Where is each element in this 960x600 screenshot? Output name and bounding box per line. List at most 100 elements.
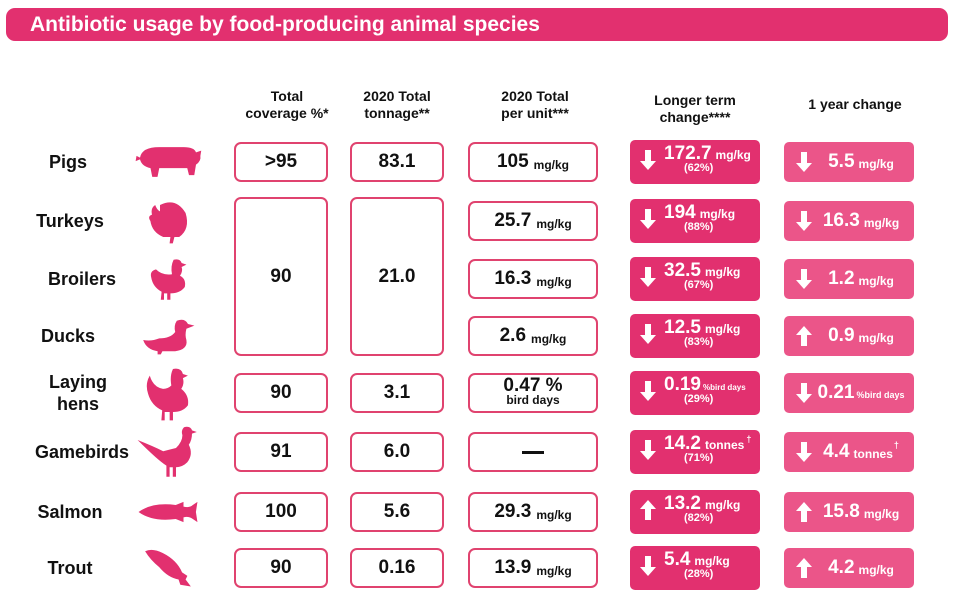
per-unit-value: 2.6 [499,325,527,346]
one-year-value-line: 5.5 mg/kg [784,142,914,182]
long-term-unit: mg/kg [694,554,730,568]
one-year-value-line: 0.21 %bird days [784,373,914,413]
header-tonnage: 2020 Total tonnage** [363,88,431,121]
one-year-value-line: 16.3 mg/kg [784,201,914,241]
per-unit-unit: mg/kg [536,563,572,578]
long-term-unit: mg/kg [699,207,736,221]
one-year-value: 5.5 [828,151,855,172]
long-term-value: 32.5 [664,260,701,281]
one-year-change-cell: 16.3 mg/kg [784,201,914,241]
per-unit-value: 13.9 [494,557,532,578]
tonnage-merged-cell: 21.0 [350,197,444,356]
tonnage-cell: 5.6 [350,492,444,532]
coverage-merged-cell: 90 [234,197,328,356]
one-year-unit: mg/kg [858,156,894,171]
arrow-down-icon [640,150,656,170]
one-year-change-cell: 1.2 mg/kg [784,259,914,299]
one-year-change-cell: 0.9 mg/kg [784,316,914,356]
pheasant-icon [136,424,200,480]
coverage-cell: 91 [234,432,328,472]
one-year-value: 16.3 [822,210,860,231]
long-term-value-line: 12.5 mg/kg [664,317,740,339]
one-year-change-cell: 5.5 mg/kg [784,142,914,182]
one-year-value-line: 4.4 tonnes † [784,432,914,472]
per-unit-value: 16.3 [494,268,532,289]
species-label: Salmon [37,502,103,522]
long-term-value-line: 32.5 mg/kg [664,260,740,282]
species-label: Broilers [47,269,117,289]
long-term-value: 194 [664,202,696,223]
one-year-unit: mg/kg [863,215,900,230]
long-term-percent: (62%) [684,162,714,174]
long-term-percent: (82%) [684,512,714,524]
per-unit-cell: 29.3 mg/kg [468,492,598,532]
coverage-cell: >95 [234,142,328,182]
species-label: Pigs [48,152,87,172]
arrow-up-icon [796,558,812,578]
one-year-value: 0.9 [828,325,855,346]
pig-icon [133,140,203,184]
species-label: Ducks [40,326,96,346]
one-year-change-cell: 15.8 mg/kg [784,492,914,532]
coverage-cell: 90 [234,548,328,588]
one-year-unit: mg/kg [858,330,894,345]
long-term-value-line: 172.7 mg/kg [664,143,751,165]
arrow-down-icon [796,269,812,289]
one-year-unit: mg/kg [858,273,894,288]
title-banner: Antibiotic usage by food-producing anima… [6,8,948,41]
header-long-term: Longer term change**** [654,92,736,125]
long-term-percent: (29%) [684,393,714,405]
chicken-icon [148,255,188,303]
long-term-value: 5.4 [664,549,691,570]
one-year-value-line: 0.9 mg/kg [784,316,914,356]
per-unit-cell: 105 mg/kg [468,142,598,182]
turkey-icon [144,196,192,246]
long-term-value: 12.5 [664,317,701,338]
long-term-value-line: 194 mg/kg [664,202,735,224]
dagger-mark: † [746,433,752,444]
long-term-change-cell: 194 mg/kg (88%) [630,199,760,243]
arrow-down-icon [796,383,812,403]
arrow-down-icon [640,267,656,287]
per-unit-unit: mg/kg [536,274,572,289]
one-year-value: 4.2 [828,557,855,578]
species-label: Trout [47,558,93,578]
per-unit-unit: mg/kg [536,216,572,231]
long-term-percent: (71%) [684,452,714,464]
long-term-unit: tonnes [704,438,745,452]
per-unit-value: 25.7 [494,210,532,231]
one-year-value: 0.21 [817,382,855,403]
long-term-value-line: 5.4 mg/kg [664,549,730,571]
hen-icon [143,364,193,422]
arrow-down-icon [640,556,656,576]
one-year-value-line: 4.2 mg/kg [784,548,914,588]
per-unit-cell: — [468,432,598,472]
coverage-cell: 90 [234,373,328,413]
long-term-percent: (88%) [684,221,714,233]
long-term-percent: (67%) [684,279,714,291]
species-label: Gamebirds [34,442,130,462]
long-term-change-cell: 5.4 mg/kg (28%) [630,546,760,590]
per-unit-cell: 16.3 mg/kg [468,259,598,299]
long-term-unit: mg/kg [715,148,751,162]
one-year-change-cell: 4.2 mg/kg [784,548,914,588]
per-unit-value: 0.47 % [503,375,563,396]
header-coverage: Total coverage %* [245,88,329,121]
coverage-cell: 100 [234,492,328,532]
long-term-percent: (83%) [684,336,714,348]
long-term-unit: %bird days [702,383,746,392]
per-unit-cell: 13.9 mg/kg [468,548,598,588]
species-label: Turkeys [36,211,104,231]
per-unit-cell: 25.7 mg/kg [468,201,598,241]
arrow-down-icon [796,442,812,462]
arrow-up-icon [796,326,812,346]
arrow-down-icon [796,211,812,231]
one-year-value: 15.8 [822,501,860,522]
tonnage-cell: 0.16 [350,548,444,588]
long-term-percent: (28%) [684,568,714,580]
one-year-value: 4.4 [823,441,850,462]
long-term-unit: mg/kg [704,265,741,279]
tonnage-cell: 3.1 [350,373,444,413]
long-term-value-line: 0.19 %bird days [664,374,746,396]
per-unit-unit: mg/kg [536,507,572,522]
